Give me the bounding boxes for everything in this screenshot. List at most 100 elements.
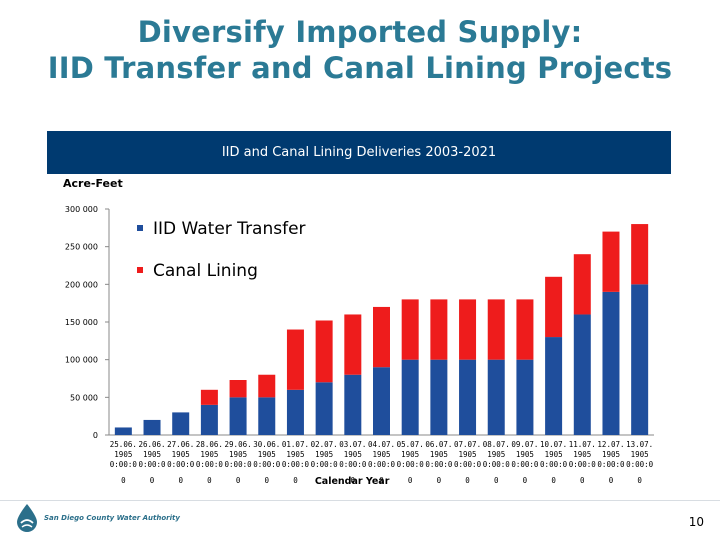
x-tick-label: 1905 <box>602 450 620 459</box>
bar-iid-transfer-2015 <box>459 359 477 435</box>
x-tick-label: 13.07. <box>626 440 653 449</box>
x-tick-label: 1905 <box>344 450 362 459</box>
bar-canal-lining-2013 <box>401 299 419 360</box>
logo-text: San Diego County Water Authority <box>44 514 180 522</box>
x-tick-label: 1905 <box>143 450 161 459</box>
x-tick-label: 0:00:0 <box>225 460 253 469</box>
x-tick-label: 1905 <box>229 450 247 459</box>
x-tick-label-tail: 0 <box>351 476 356 485</box>
legend-label-1: Canal Lining <box>153 261 258 281</box>
x-tick-label-tail: 0 <box>551 476 556 485</box>
x-tick-label: 1905 <box>516 450 534 459</box>
x-tick-label: 06.07. <box>425 440 452 449</box>
y-tick-label: 250 000 <box>65 243 98 252</box>
page-number: 10 <box>688 515 704 529</box>
x-tick-label: 0:00:0 <box>282 460 310 469</box>
x-tick-label: 30.06. <box>253 440 280 449</box>
x-tick-label: 0:00:0 <box>425 460 453 469</box>
bar-canal-lining-2014 <box>430 299 448 360</box>
x-tick-label-tail: 0 <box>609 476 614 485</box>
x-tick-label-tail: 0 <box>178 476 183 485</box>
x-tick-label-tail: 0 <box>293 476 298 485</box>
x-tick-label: 1905 <box>487 450 505 459</box>
bar-iid-transfer-2008 <box>258 397 276 435</box>
bar-canal-lining-2017 <box>516 299 534 360</box>
chart-title: IID and Canal Lining Deliveries 2003-202… <box>47 131 671 174</box>
bar-canal-lining-2010 <box>315 320 333 383</box>
x-tick-label: 0:00:0 <box>339 460 367 469</box>
x-tick-label-tail: 0 <box>207 476 212 485</box>
x-tick-label: 07.07. <box>454 440 481 449</box>
x-tick-label-tail: 0 <box>494 476 499 485</box>
bar-iid-transfer-2017 <box>516 359 534 435</box>
y-tick-label: 50 000 <box>70 393 98 402</box>
x-tick-label: 0:00:0 <box>454 460 482 469</box>
x-tick-label: 0:00:0 <box>569 460 597 469</box>
x-tick-label-tail: 0 <box>437 476 442 485</box>
x-tick-label: 01.07. <box>282 440 309 449</box>
bar-iid-transfer-2016 <box>487 359 505 435</box>
x-tick-label-tail: 0 <box>637 476 642 485</box>
bar-iid-transfer-2007 <box>229 397 247 435</box>
x-tick-label: 04.07. <box>368 440 395 449</box>
bar-canal-lining-2007 <box>229 380 247 398</box>
x-tick-label: 1905 <box>286 450 304 459</box>
x-tick-label: 1905 <box>631 450 649 459</box>
bar-canal-lining-2009 <box>286 329 304 390</box>
bar-iid-transfer-2005 <box>172 412 190 435</box>
x-tick-label: 03.07. <box>339 440 366 449</box>
x-tick-label: 05.07. <box>397 440 424 449</box>
bar-iid-transfer-2012 <box>373 367 390 435</box>
bar-canal-lining-2006 <box>200 389 218 405</box>
logo: San Diego County Water Authority <box>14 503 180 533</box>
slide-title-line2: IID Transfer and Canal Lining Projects <box>47 51 673 85</box>
x-tick-label: 0:00:0 <box>167 460 195 469</box>
bar-canal-lining-2012 <box>373 306 390 368</box>
x-tick-label-tail: 0 <box>236 476 241 485</box>
x-tick-label: 0:00:0 <box>626 460 654 469</box>
y-tick-label: 0 <box>93 431 98 440</box>
x-tick-label: 0:00:0 <box>110 460 138 469</box>
legend-label-0: IID Water Transfer <box>153 219 306 239</box>
x-tick-label-tail: 0 <box>580 476 585 485</box>
bar-iid-transfer-2009 <box>286 389 304 435</box>
x-tick-label: 1905 <box>200 450 218 459</box>
water-drop-logo-icon <box>17 504 37 532</box>
x-tick-label: 27.06. <box>167 440 194 449</box>
x-tick-label: 1905 <box>258 450 276 459</box>
x-tick-label: 26.06. <box>138 440 165 449</box>
y-tick-label: 150 000 <box>65 318 98 327</box>
bar-iid-transfer-2018 <box>545 337 563 435</box>
x-tick-label-tail: 0 <box>523 476 528 485</box>
y-tick-label: 300 000 <box>65 205 98 214</box>
x-tick-label: 1905 <box>372 450 390 459</box>
x-tick-label: 10.07. <box>540 440 567 449</box>
x-tick-label: 28.06. <box>196 440 223 449</box>
x-tick-label: 1905 <box>430 450 448 459</box>
x-tick-label-tail: 0 <box>379 476 384 485</box>
bar-iid-transfer-2013 <box>401 359 419 435</box>
bar-canal-lining-2008 <box>258 374 276 398</box>
bar-iid-transfer-2010 <box>315 382 333 435</box>
bar-canal-lining-2019 <box>573 254 591 315</box>
x-axis-label: Calendar Year <box>315 476 390 487</box>
x-tick-label: 0:00:0 <box>311 460 339 469</box>
x-tick-label: 1905 <box>114 450 132 459</box>
x-tick-label: 0:00:0 <box>138 460 166 469</box>
x-tick-label-tail: 0 <box>465 476 470 485</box>
x-tick-label-tail: 0 <box>265 476 270 485</box>
legend-swatch-1 <box>137 267 143 273</box>
y-tick-label: 100 000 <box>65 356 98 365</box>
y-axis-label: Acre-Feet <box>63 177 123 190</box>
y-tick-label: 200 000 <box>65 280 98 289</box>
bar-iid-transfer-2020 <box>602 291 620 435</box>
x-tick-label-tail: 0 <box>408 476 413 485</box>
x-tick-label: 12.07. <box>597 440 624 449</box>
x-tick-label: 25.06. <box>110 440 137 449</box>
bar-canal-lining-2020 <box>602 231 620 292</box>
bar-iid-transfer-2011 <box>344 374 362 435</box>
bar-canal-lining-2016 <box>487 299 505 360</box>
bar-canal-lining-2011 <box>344 314 362 375</box>
x-tick-label: 11.07. <box>569 440 596 449</box>
